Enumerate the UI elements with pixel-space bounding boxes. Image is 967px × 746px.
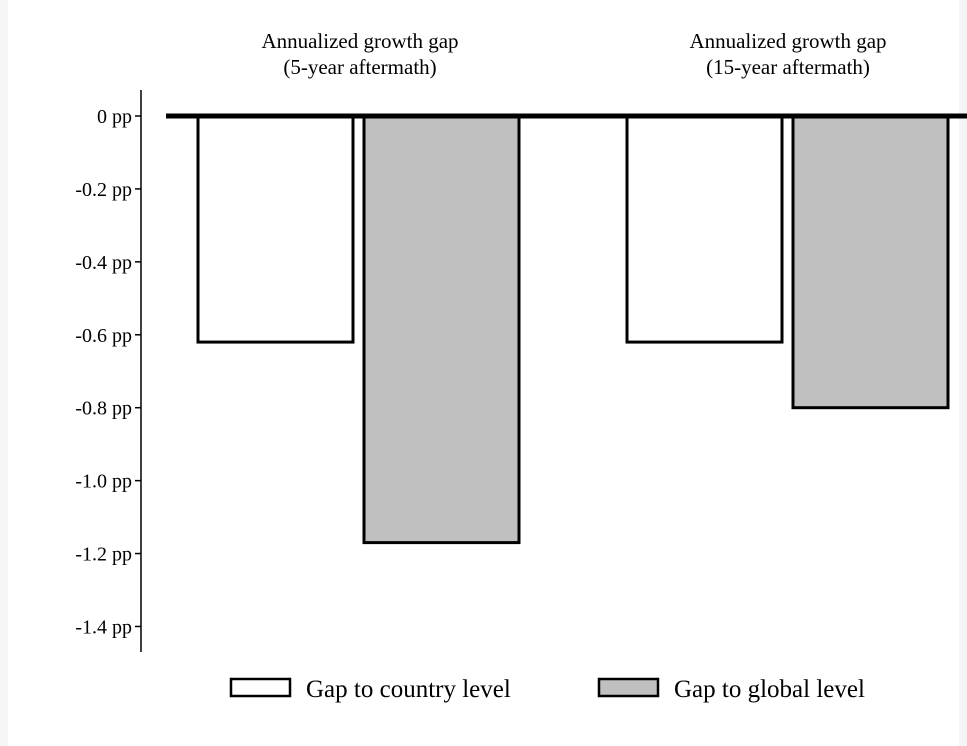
- y-tick-label: -0.8 pp: [75, 398, 132, 420]
- bar-global-2: [791, 114, 950, 410]
- bars: [196, 114, 950, 545]
- category-title-line: Annualized growth gap: [261, 29, 458, 53]
- y-tick-label: -1.2 pp: [75, 544, 132, 566]
- y-tick-label: -1.4 pp: [75, 616, 132, 638]
- y-axis: 0 pp -0.2 pp -0.4 pp -0.6 pp -0.8 pp -1.0 pp -…: [75, 90, 142, 652]
- y-tick-label: -0.6 pp: [75, 325, 132, 347]
- y-tick-label: -0.2 pp: [75, 179, 132, 201]
- y-tick-label: -0.4 pp: [75, 252, 132, 274]
- left-edge-strip: [0, 0, 8, 746]
- category-titles: Annualized growth gap(5-year aftermath)A…: [261, 29, 886, 79]
- bar-country-2: [625, 114, 784, 344]
- category-title-line: Annualized growth gap: [689, 29, 886, 53]
- bar-global-1: [362, 114, 521, 545]
- legend: Gap to country level Gap to global level: [229, 676, 865, 703]
- y-tick-label: 0 pp: [97, 106, 132, 128]
- legend-label-1: Gap to country level: [306, 676, 511, 703]
- category-title-line: (5-year aftermath): [283, 55, 436, 79]
- bar-country-1: [196, 114, 355, 344]
- legend-swatch-2: [597, 677, 660, 698]
- right-edge-strip: [959, 0, 967, 746]
- category-title-line: (15-year aftermath): [706, 55, 870, 79]
- legend-swatch-1: [229, 677, 292, 698]
- legend-label-2: Gap to global level: [674, 676, 865, 703]
- y-tick-label: -1.0 pp: [75, 471, 132, 493]
